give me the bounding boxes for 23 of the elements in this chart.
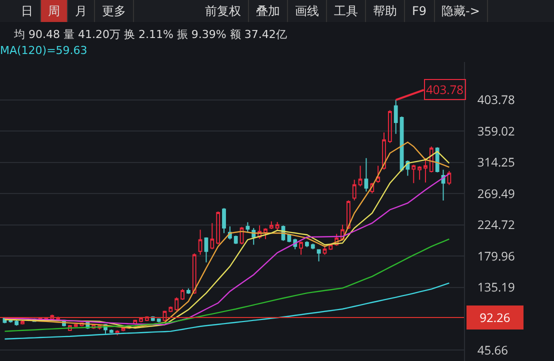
- y-tick-label: 403.78: [477, 91, 515, 108]
- text: 前复权: [198, 0, 249, 22]
- y-tick-label: 179.96: [477, 247, 515, 264]
- text: 画线: [288, 0, 327, 22]
- ref-line-label: 92.26: [480, 309, 510, 326]
- text: 叠加: [249, 0, 288, 22]
- text: 隐藏->: [434, 0, 488, 22]
- y-tick-label: 224.72: [477, 216, 515, 234]
- annotation: 403.78: [426, 81, 464, 98]
- y-tick-label: 359.02: [477, 122, 515, 140]
- text: MA(120)=59.63: [0, 44, 88, 57]
- text: 均 90.48 量 41.20万 换 2.11% 振 9.39% 额 37.42亿: [14, 27, 287, 42]
- text: 月: [68, 0, 95, 22]
- y-tick-label: 269.49: [477, 184, 515, 202]
- text: 更多: [95, 0, 134, 22]
- text: 日: [14, 0, 41, 22]
- text: 工具: [327, 0, 366, 22]
- y-tick-label: 314.25: [477, 154, 515, 171]
- y-tick-label: 45.66: [477, 341, 508, 358]
- y-tick-label: 135.19: [477, 278, 515, 296]
- text: F9: [405, 0, 435, 22]
- text: 帮助: [366, 0, 405, 22]
- text: 周: [41, 0, 68, 22]
